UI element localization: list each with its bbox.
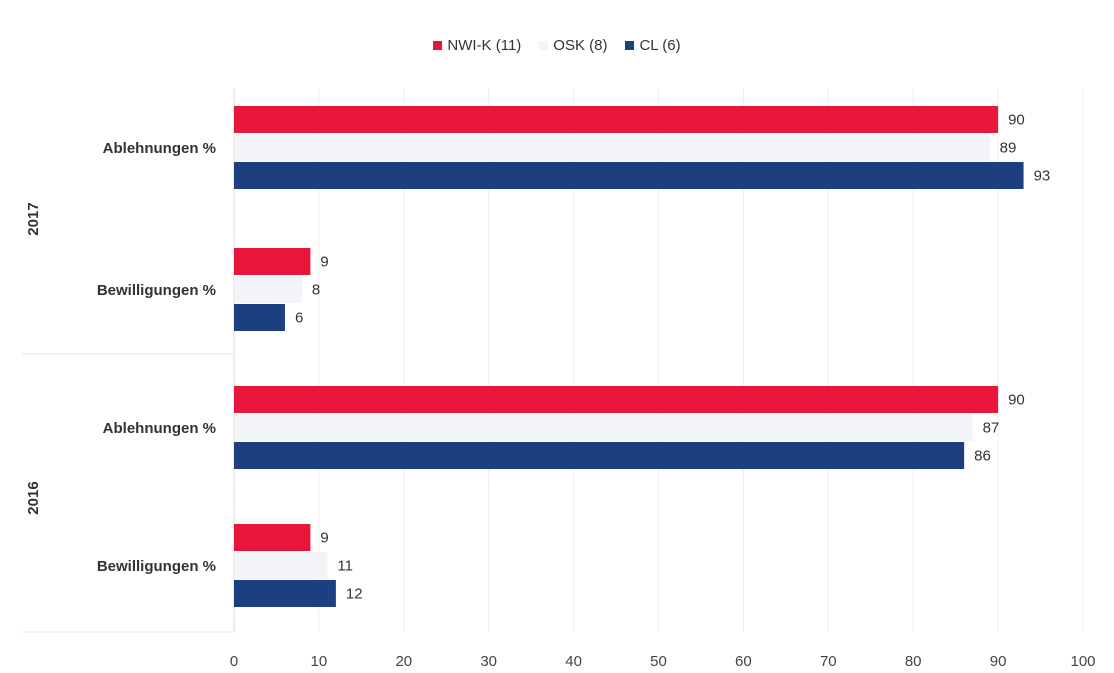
category-label: Bewilligungen % (97, 558, 216, 575)
data-label: 11 (337, 558, 353, 575)
bar-2017-bewilligungen-series-1 (234, 276, 302, 303)
bar-2017-ablehnungen-series-1 (234, 134, 990, 161)
x-tick-label: 100 (1070, 653, 1095, 670)
legend-swatch-osk (539, 40, 549, 50)
legend-swatch-nwi-k (433, 40, 443, 50)
data-label: 87 (983, 420, 1000, 437)
chart-legend: NWI-K (11) OSK (8) CL (6) (0, 33, 1114, 57)
x-tick-label: 20 (395, 653, 412, 670)
bar-2017-bewilligungen-series-0 (234, 248, 311, 275)
group-label-2016: 2016 (25, 481, 42, 514)
legend-label-nwi-k: NWI-K (11) (447, 36, 522, 54)
data-label: 90 (1008, 112, 1025, 129)
bar-2016-bewilligungen-series-0 (234, 524, 311, 551)
category-label: Ablehnungen % (103, 420, 216, 437)
data-label: 90 (1008, 392, 1025, 409)
x-tick-label: 30 (480, 653, 497, 670)
data-label: 9 (320, 254, 328, 271)
x-tick-label: 0 (230, 653, 238, 670)
data-label: 6 (295, 310, 303, 327)
category-label: Bewilligungen % (97, 282, 216, 299)
category-label: Ablehnungen % (103, 140, 216, 157)
bar-2016-bewilligungen-series-2 (234, 580, 336, 607)
x-tick-label: 10 (311, 653, 328, 670)
bar-2017-ablehnungen-series-2 (234, 162, 1024, 189)
data-label: 86 (974, 448, 991, 465)
data-label: 9 (320, 530, 328, 547)
bar-2016-bewilligungen-series-1 (234, 552, 328, 579)
data-label: 93 (1034, 168, 1051, 185)
legend-item-cl: CL (6) (625, 36, 681, 54)
legend-item-osk: OSK (8) (539, 37, 607, 54)
data-label: 89 (1000, 140, 1017, 157)
legend-item-nwi-k: NWI-K (11) (433, 37, 521, 54)
x-tick-label: 70 (820, 653, 837, 670)
bar-2016-ablehnungen-series-0 (234, 386, 999, 413)
legend-label-cl: CL (6) (639, 36, 681, 54)
x-tick-label: 90 (990, 653, 1007, 670)
legend-swatch-cl (625, 40, 635, 50)
data-label: 12 (346, 586, 363, 603)
bar-2016-ablehnungen-series-2 (234, 442, 965, 469)
x-tick-label: 50 (650, 653, 667, 670)
group-label-2017: 2017 (25, 202, 42, 235)
bar-2017-bewilligungen-series-2 (234, 304, 285, 331)
legend-label-osk: OSK (8) (553, 36, 608, 54)
x-tick-label: 80 (905, 653, 922, 670)
data-label: 8 (312, 282, 320, 299)
bar-2017-ablehnungen-series-0 (234, 106, 999, 133)
bar-2016-ablehnungen-series-1 (234, 414, 973, 441)
x-tick-label: 40 (565, 653, 582, 670)
x-tick-label: 60 (735, 653, 752, 670)
